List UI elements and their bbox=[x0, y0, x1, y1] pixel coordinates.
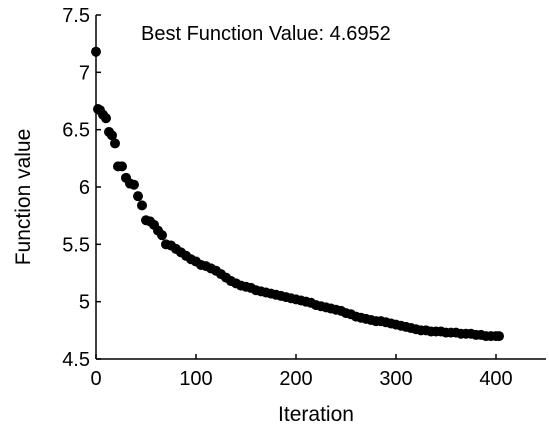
x-axis-label: Iteration bbox=[278, 403, 354, 426]
y-tick-label: 6 bbox=[79, 177, 90, 199]
data-point bbox=[137, 200, 147, 211]
y-tick-label: 4.5 bbox=[62, 349, 90, 371]
plot-area: 4.5 5 5.5 6 6.5 7 7.5 0 100 200 300 400 bbox=[62, 5, 546, 390]
y-tick-label: 7.5 bbox=[62, 5, 90, 27]
x-tick-label: 100 bbox=[179, 368, 212, 390]
data-point bbox=[129, 179, 139, 190]
y-tick-label: 7 bbox=[79, 62, 90, 84]
data-point bbox=[110, 138, 120, 149]
x-tick-label: 0 bbox=[90, 368, 101, 390]
data-point bbox=[117, 161, 127, 172]
data-point bbox=[107, 130, 117, 141]
y-tick-label: 5.5 bbox=[62, 234, 90, 256]
y-tick-label: 5 bbox=[79, 292, 90, 314]
y-tick-label: 6.5 bbox=[62, 120, 90, 142]
x-tick-label: 200 bbox=[279, 368, 312, 390]
x-tick-label: 400 bbox=[479, 368, 512, 390]
best-function-value-annotation: Best Function Value: 4.6952 bbox=[141, 23, 391, 45]
data-point bbox=[91, 46, 101, 57]
data-point bbox=[101, 113, 111, 124]
data-point bbox=[133, 191, 143, 202]
x-tick-label: 300 bbox=[379, 368, 412, 390]
y-axis-label: Function value bbox=[12, 129, 35, 266]
data-point bbox=[494, 331, 504, 342]
data-point bbox=[157, 230, 167, 241]
